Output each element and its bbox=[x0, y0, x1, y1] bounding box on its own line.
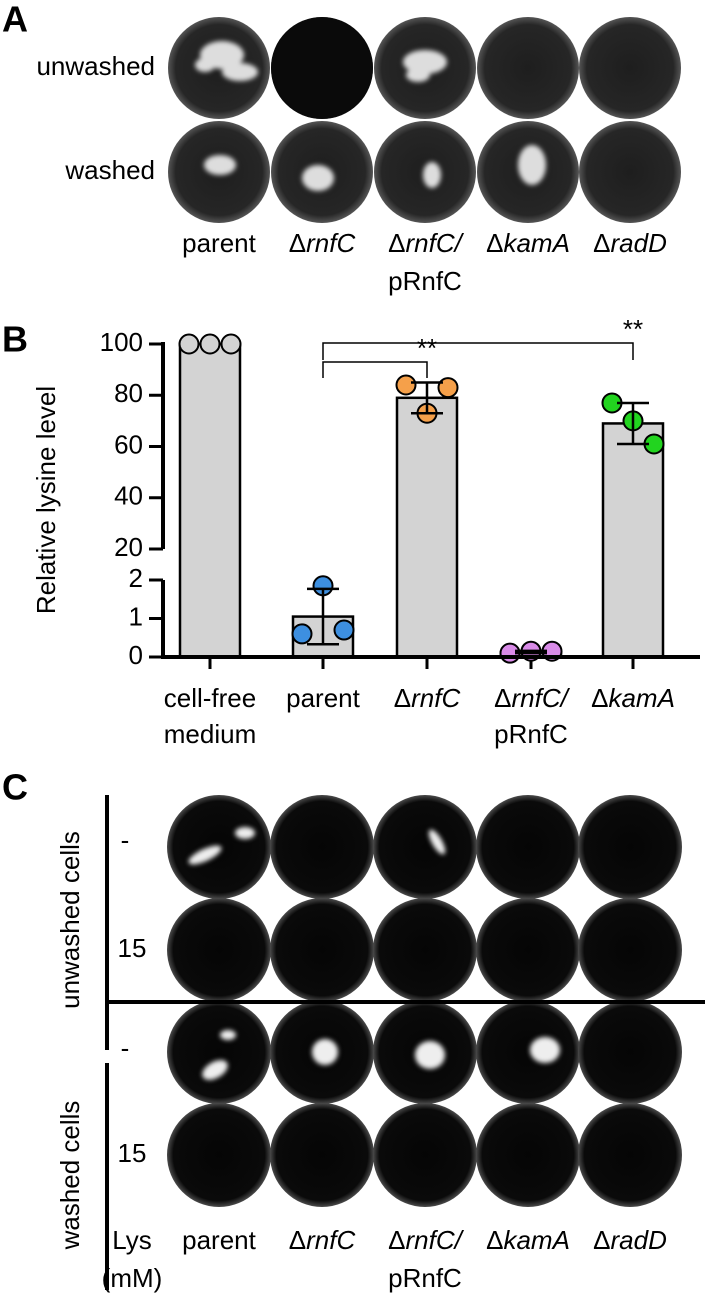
y-tick-label: 60 bbox=[114, 429, 143, 459]
column-label: pRnfC bbox=[388, 1263, 462, 1293]
y-tick-label: 0 bbox=[129, 640, 143, 670]
row-label: 15 bbox=[118, 933, 147, 963]
y-axis-label: Relative lysine level bbox=[31, 386, 61, 614]
row-label: washed bbox=[64, 155, 155, 185]
data-point bbox=[333, 619, 355, 641]
column-label: ΔrnfC/ bbox=[388, 1225, 464, 1255]
x-tick-label: ΔkamA bbox=[591, 683, 675, 713]
significance-bracket bbox=[322, 361, 428, 378]
axis-label: (mM) bbox=[102, 1263, 163, 1293]
x-tick-label: ΔrnfC bbox=[394, 683, 461, 713]
x-tick-label: medium bbox=[164, 719, 256, 749]
bar bbox=[601, 422, 665, 659]
column-label: parent bbox=[182, 228, 256, 258]
data-point bbox=[199, 333, 221, 355]
data-point bbox=[395, 374, 417, 396]
row-label: - bbox=[121, 825, 130, 855]
row-label: 15 bbox=[118, 1138, 147, 1168]
y-tick-label: 2 bbox=[129, 563, 143, 593]
panel-label: A bbox=[2, 0, 28, 40]
panel-a-images bbox=[168, 17, 681, 223]
column-label: pRnfC bbox=[388, 266, 462, 296]
column-label: ΔkamA bbox=[486, 228, 570, 258]
column-label: ΔradD bbox=[593, 228, 667, 258]
data-point bbox=[220, 333, 242, 355]
y-tick-label: 40 bbox=[114, 481, 143, 511]
data-point bbox=[437, 377, 459, 399]
x-tick-label: parent bbox=[286, 683, 360, 713]
y-tick-label: 100 bbox=[100, 327, 143, 357]
bar bbox=[395, 396, 459, 659]
panel-label: B bbox=[2, 319, 28, 360]
x-tick-label: cell-free bbox=[164, 683, 256, 713]
significance-label: ** bbox=[417, 333, 437, 363]
y-tick-label: 80 bbox=[114, 378, 143, 408]
column-label: ΔrnfC bbox=[289, 1225, 356, 1255]
column-label: ΔkamA bbox=[486, 1225, 570, 1255]
group-label: unwashed cells bbox=[55, 831, 85, 1009]
y-tick-label: 20 bbox=[114, 532, 143, 562]
column-label: ΔrnfC/ bbox=[388, 228, 464, 258]
x-tick-label: pRnfC bbox=[494, 719, 568, 749]
panel-c-images bbox=[167, 795, 682, 1207]
significance-bracket bbox=[322, 342, 634, 360]
y-tick-label: 1 bbox=[129, 601, 143, 631]
panel-label: C bbox=[2, 767, 28, 808]
data-point bbox=[291, 623, 313, 645]
column-label: ΔradD bbox=[593, 1225, 667, 1255]
column-label: parent bbox=[182, 1225, 256, 1255]
axis-label: Lys bbox=[112, 1225, 152, 1255]
row-label: - bbox=[121, 1033, 130, 1063]
x-tick-label: ΔrnfC/ bbox=[494, 683, 570, 713]
group-lines bbox=[105, 795, 705, 1290]
bar bbox=[178, 342, 242, 659]
significance-label: ** bbox=[623, 314, 643, 344]
data-point bbox=[178, 333, 200, 355]
row-label: unwashed bbox=[36, 51, 155, 81]
column-label: ΔrnfC bbox=[289, 228, 356, 258]
group-label: washed cells bbox=[55, 1101, 85, 1251]
